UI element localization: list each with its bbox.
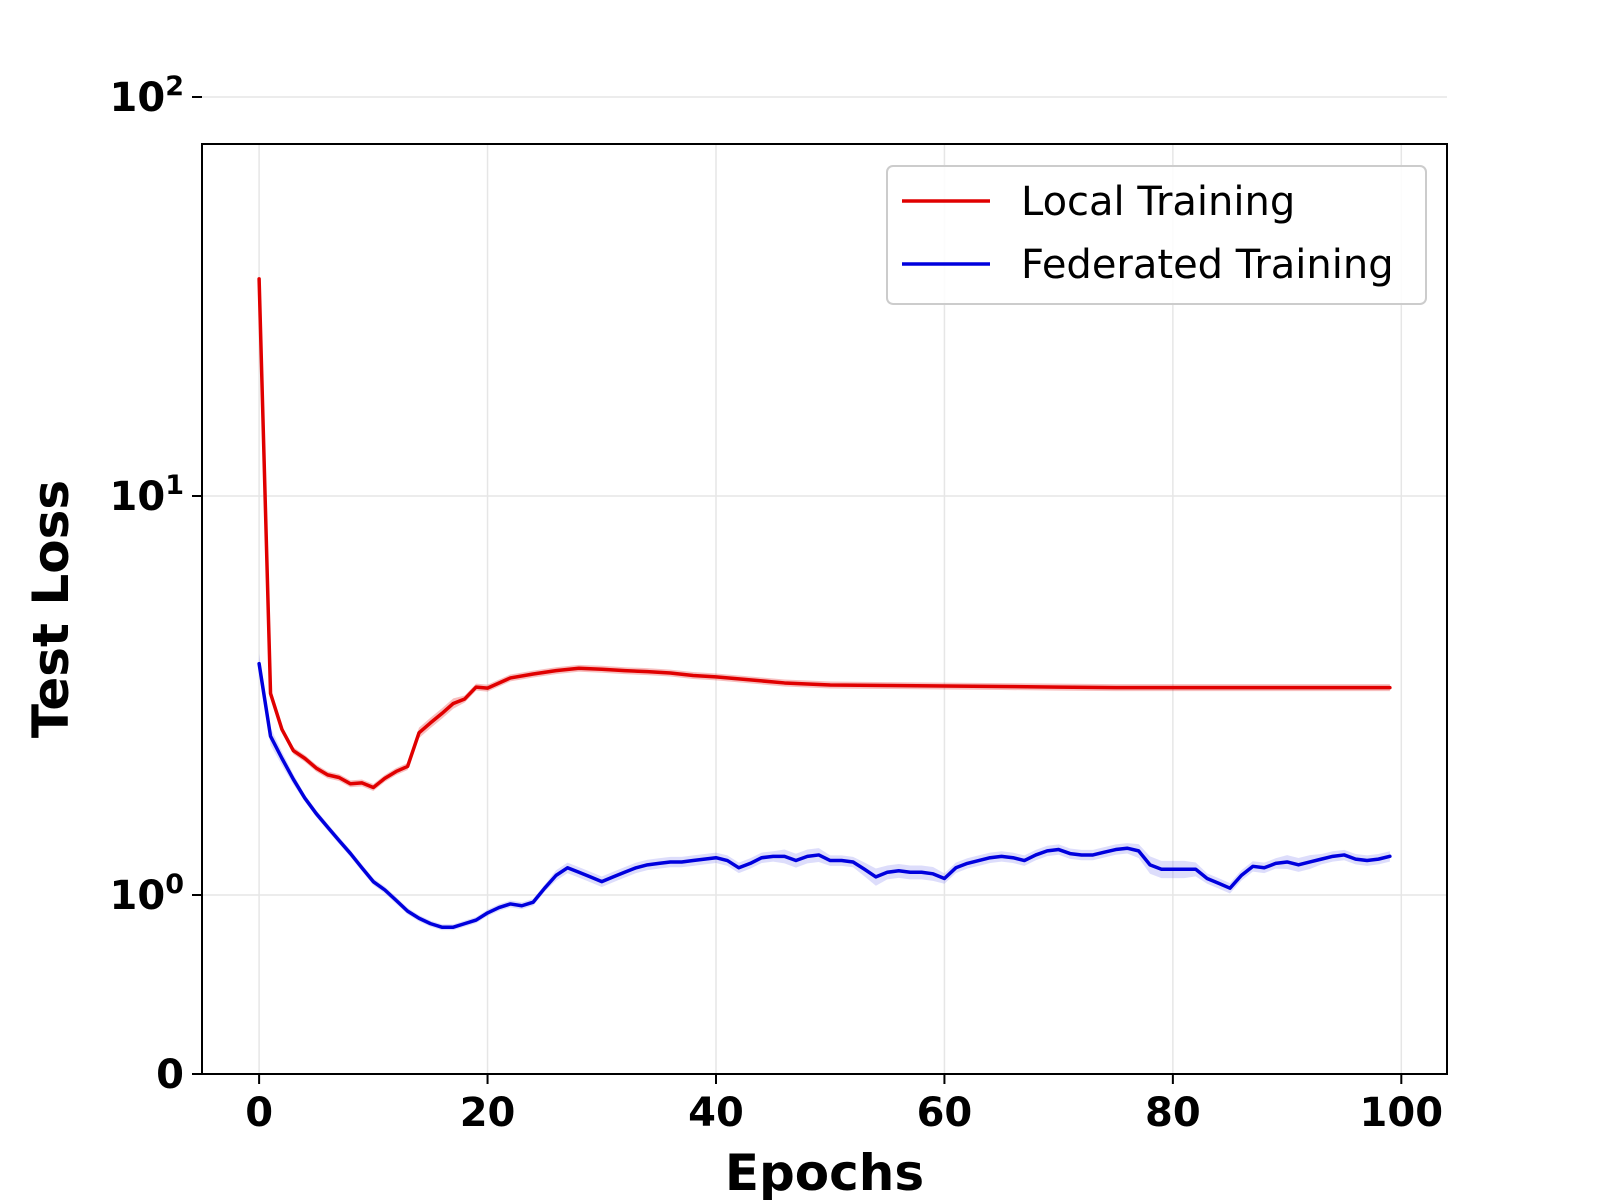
legend-box <box>886 165 1427 305</box>
series-line-0 <box>257 277 1392 790</box>
plot-frame <box>201 143 1448 1075</box>
x-tick-label: 80 <box>1145 1090 1201 1136</box>
legend: Local Training Federated Training <box>886 165 1427 305</box>
series-band-0 <box>259 275 1390 791</box>
x-tick-label: 20 <box>460 1090 516 1136</box>
series-lines <box>257 277 1392 929</box>
confidence-bands <box>259 275 1390 931</box>
x-tick-label: 100 <box>1360 1090 1444 1136</box>
axis-ticks: 0 20 40 60 80 100 0 100 101 102 <box>110 71 1444 1136</box>
x-tick-label: 40 <box>688 1090 744 1136</box>
x-axis-label: Epochs <box>725 1144 924 1200</box>
series-line-1 <box>257 661 1392 929</box>
legend-label-federated-training: Federated Training <box>1021 242 1394 288</box>
x-tick-label: 60 <box>917 1090 973 1136</box>
y-axis-label: Test Loss <box>22 480 80 738</box>
y-tick-label: 101 <box>110 470 184 520</box>
y-tick-label: 102 <box>110 71 184 121</box>
x-tick-label: 0 <box>245 1090 273 1136</box>
y-tick-label: 100 <box>110 869 184 919</box>
legend-label-local-training: Local Training <box>1021 179 1295 225</box>
y-tick-label: 0 <box>156 1052 184 1098</box>
